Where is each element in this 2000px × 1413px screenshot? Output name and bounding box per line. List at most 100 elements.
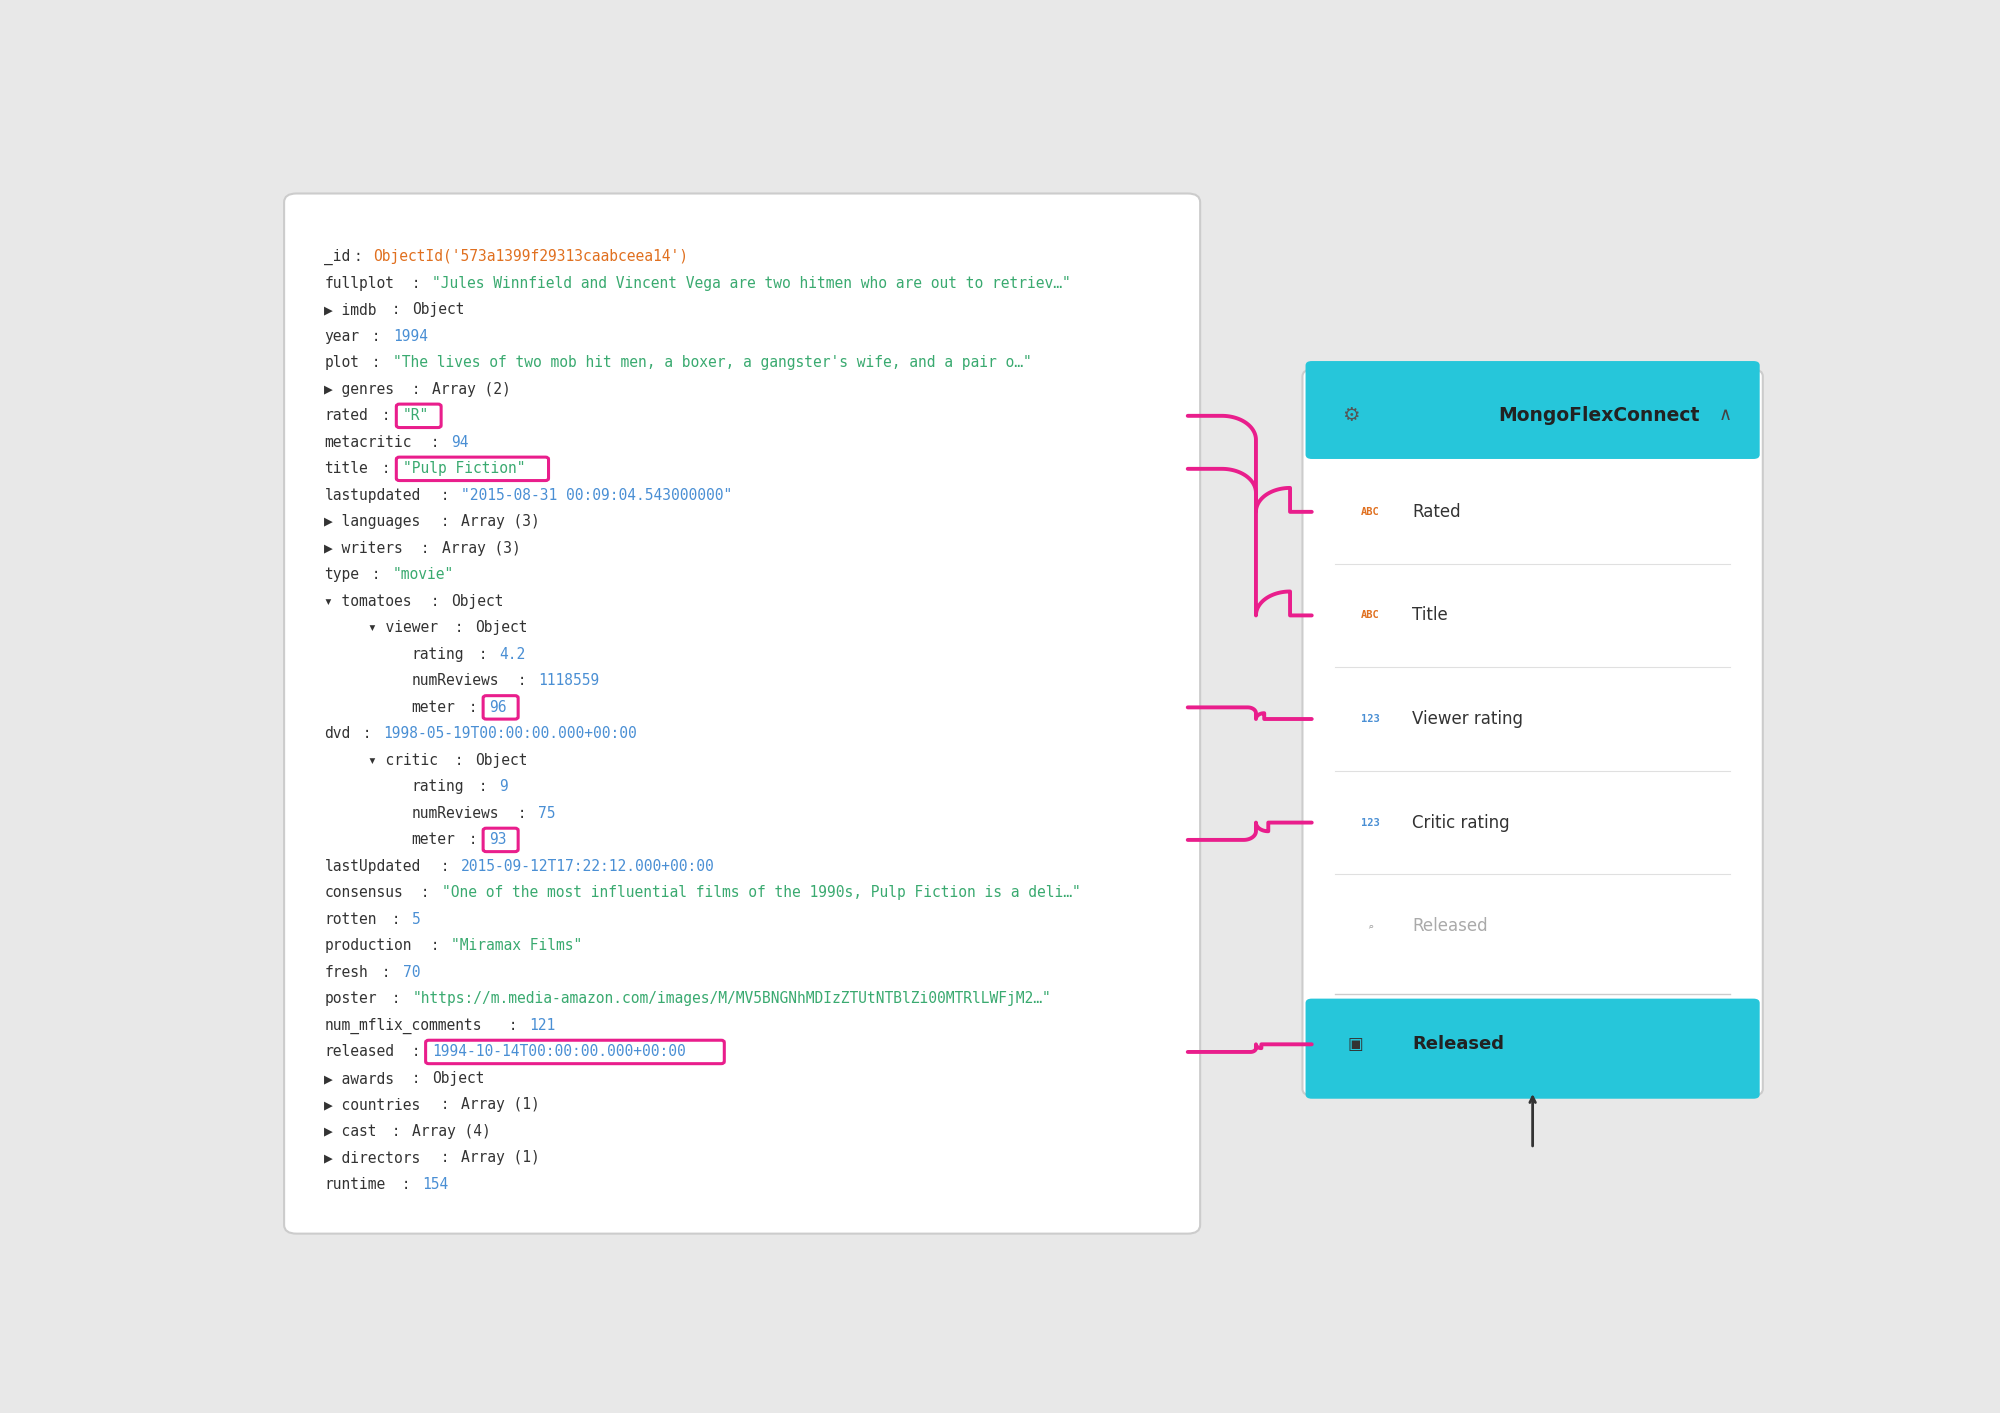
Text: ▾ tomatoes: ▾ tomatoes	[324, 593, 412, 609]
Text: Array (3): Array (3)	[462, 514, 540, 530]
Text: :: :	[500, 1017, 526, 1033]
Text: fullplot: fullplot	[324, 276, 394, 291]
Text: lastUpdated: lastUpdated	[324, 859, 420, 873]
Text: :: :	[402, 1044, 428, 1060]
Text: ▶ directors: ▶ directors	[324, 1150, 420, 1166]
Text: 70: 70	[402, 965, 420, 981]
Text: :: :	[432, 487, 458, 503]
Text: Rated: Rated	[1412, 503, 1462, 521]
Text: :: :	[374, 461, 400, 476]
Text: "Miramax Films": "Miramax Films"	[452, 938, 582, 954]
Text: metacritic: metacritic	[324, 435, 412, 449]
Text: poster: poster	[324, 992, 376, 1006]
Text: ▶ cast: ▶ cast	[324, 1123, 376, 1139]
FancyBboxPatch shape	[1306, 999, 1760, 1099]
Text: 96: 96	[490, 699, 506, 715]
Text: :: :	[508, 805, 536, 821]
Text: "One of the most influential films of the 1990s, Pulp Fiction is a deli…": "One of the most influential films of th…	[442, 886, 1080, 900]
Text: Object: Object	[476, 620, 528, 636]
Text: :: :	[364, 568, 390, 582]
Text: Array (1): Array (1)	[462, 1150, 540, 1166]
Text: Array (2): Array (2)	[432, 382, 510, 397]
Text: :: :	[412, 541, 438, 555]
Text: ▶ genres: ▶ genres	[324, 382, 394, 397]
Text: ABC: ABC	[1362, 610, 1380, 620]
Text: title: title	[324, 461, 368, 476]
Text: :: :	[432, 859, 458, 873]
Text: ∧: ∧	[1720, 407, 1732, 424]
Text: _id: _id	[324, 249, 350, 264]
Text: :: :	[432, 1098, 458, 1112]
Text: 121: 121	[530, 1017, 556, 1033]
Text: 1994-10-14T00:00:00.000+00:00: 1994-10-14T00:00:00.000+00:00	[432, 1044, 686, 1060]
Text: Released: Released	[1412, 917, 1488, 935]
Text: :: :	[364, 355, 390, 370]
Text: num_mflix_comments: num_mflix_comments	[324, 1017, 482, 1033]
Text: :: :	[402, 276, 428, 291]
Text: MongoFlexConnect: MongoFlexConnect	[1498, 406, 1700, 425]
FancyBboxPatch shape	[1306, 362, 1760, 459]
Text: "Jules Winnfield and Vincent Vega are two hitmen who are out to retriev…": "Jules Winnfield and Vincent Vega are tw…	[432, 276, 1070, 291]
Text: "The lives of two mob hit men, a boxer, a gangster's wife, and a pair o…": "The lives of two mob hit men, a boxer, …	[392, 355, 1032, 370]
Text: Array (4): Array (4)	[412, 1123, 492, 1139]
Text: :: :	[382, 302, 410, 318]
Text: "2015-08-31 00:09:04.543000000": "2015-08-31 00:09:04.543000000"	[462, 487, 732, 503]
Text: ▶ languages: ▶ languages	[324, 514, 420, 530]
Text: 2015-09-12T17:22:12.000+00:00: 2015-09-12T17:22:12.000+00:00	[462, 859, 714, 873]
Text: "movie": "movie"	[392, 568, 454, 582]
Text: :: :	[382, 1123, 410, 1139]
Text: :: :	[446, 620, 472, 636]
Text: :: :	[354, 249, 372, 264]
Text: rated: rated	[324, 408, 368, 424]
Text: :: :	[382, 911, 410, 927]
Text: ⌕: ⌕	[1368, 921, 1374, 931]
Text: :: :	[354, 726, 380, 742]
Text: ▶ writers: ▶ writers	[324, 541, 404, 555]
Text: 94: 94	[452, 435, 468, 449]
Bar	[1314, 415, 1750, 455]
Text: consensus: consensus	[324, 886, 404, 900]
Text: :: :	[508, 674, 536, 688]
Text: :: :	[374, 408, 400, 424]
Text: ▶ awards: ▶ awards	[324, 1071, 394, 1087]
Text: ABC: ABC	[1362, 507, 1380, 517]
Text: ▾ viewer: ▾ viewer	[368, 620, 438, 636]
Text: meter: meter	[412, 832, 454, 848]
Text: released: released	[324, 1044, 394, 1060]
Text: year: year	[324, 329, 360, 343]
Text: :: :	[402, 1071, 428, 1087]
Text: 1994: 1994	[392, 329, 428, 343]
Text: "Pulp Fiction": "Pulp Fiction"	[402, 461, 526, 476]
Text: 123: 123	[1362, 818, 1380, 828]
Text: dvd: dvd	[324, 726, 350, 742]
Text: Object: Object	[412, 302, 464, 318]
Text: Title: Title	[1412, 606, 1448, 625]
Text: :: :	[446, 753, 472, 767]
Text: "R": "R"	[402, 408, 428, 424]
Text: 5: 5	[412, 911, 422, 927]
Text: "https://m.media-amazon.com/images/M/MV5BNGNhMDIzZTUtNTBlZi00MTRlLWFjM2…": "https://m.media-amazon.com/images/M/MV5…	[412, 992, 1052, 1006]
Text: Released: Released	[1412, 1036, 1504, 1053]
Text: 75: 75	[538, 805, 556, 821]
Text: ▶ imdb: ▶ imdb	[324, 302, 376, 318]
Text: plot: plot	[324, 355, 360, 370]
Text: 123: 123	[1362, 714, 1380, 723]
Text: ⚙: ⚙	[1342, 406, 1360, 425]
Text: :: :	[470, 647, 496, 661]
Text: :: :	[412, 886, 438, 900]
Text: 154: 154	[422, 1177, 448, 1193]
Text: :: :	[402, 382, 428, 397]
Text: :: :	[422, 593, 448, 609]
Text: rating: rating	[412, 780, 464, 794]
Text: :: :	[382, 992, 410, 1006]
Text: ▣: ▣	[1348, 1036, 1364, 1053]
Text: :: :	[432, 1150, 458, 1166]
Text: Object: Object	[476, 753, 528, 767]
Text: :: :	[470, 780, 496, 794]
FancyBboxPatch shape	[1302, 370, 1762, 1095]
Text: rating: rating	[412, 647, 464, 661]
Text: 9: 9	[500, 780, 508, 794]
Text: rotten: rotten	[324, 911, 376, 927]
Text: meter: meter	[412, 699, 454, 715]
Text: Object: Object	[452, 593, 504, 609]
